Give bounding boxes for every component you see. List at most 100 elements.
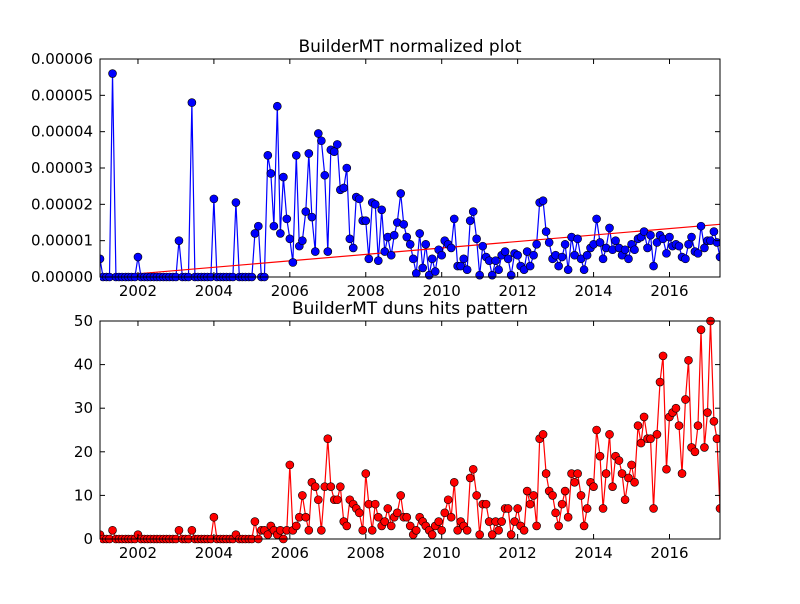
data-point (332, 140, 342, 149)
data-point (411, 525, 421, 535)
y-tick-label: 30 (74, 399, 93, 417)
data-point (361, 216, 371, 225)
data-point (285, 234, 295, 244)
data-point (392, 508, 402, 518)
x-tick-label: 2002 (119, 544, 157, 562)
x-tick-label: 2010 (423, 282, 461, 300)
data-point (700, 443, 709, 452)
data-point (573, 469, 582, 478)
data-point (437, 525, 447, 535)
x-tick-label: 2012 (499, 282, 537, 300)
data-point (373, 256, 383, 265)
data-point (624, 254, 633, 264)
data-point (538, 196, 548, 205)
data-point (582, 250, 592, 260)
data-point (658, 351, 668, 361)
data-point (503, 504, 513, 513)
data-point (465, 473, 475, 483)
data-point (693, 249, 703, 258)
data-point (279, 172, 288, 182)
data-point (459, 254, 469, 264)
data-point (582, 504, 592, 513)
data-point (133, 252, 143, 262)
data-point (684, 240, 693, 249)
data-point (554, 521, 563, 531)
y-tick-label: 10 (74, 486, 93, 504)
data-point (389, 230, 399, 240)
data-point (304, 149, 314, 158)
y-tick-label: 0.00004 (31, 123, 93, 141)
data-point (307, 212, 317, 222)
data-point (541, 227, 551, 236)
data-point (266, 169, 276, 178)
data-point (715, 252, 720, 262)
data-point (503, 254, 513, 264)
data-point (709, 416, 719, 426)
data-point (462, 265, 472, 275)
chart-title: BuilderMT normalized plot (298, 37, 521, 57)
data-point (108, 69, 117, 78)
data-point (522, 486, 532, 496)
data-point (370, 499, 380, 509)
data-point (402, 232, 412, 242)
y-tick-label: 0 (83, 530, 93, 548)
y-tick-label: 0.00006 (31, 50, 93, 68)
data-point (557, 252, 567, 262)
data-point (608, 482, 617, 491)
x-tick-label: 2012 (499, 544, 537, 562)
data-point (396, 491, 405, 500)
data-point (639, 227, 649, 236)
data-point (301, 207, 311, 216)
data-point (595, 238, 605, 247)
data-point (601, 469, 611, 478)
data-point (687, 232, 696, 242)
data-point (383, 504, 393, 513)
data-point (317, 525, 326, 535)
data-point (342, 521, 352, 531)
data-point (373, 512, 383, 522)
data-point (696, 221, 706, 231)
data-point (475, 530, 484, 539)
data-point (595, 451, 605, 461)
data-point (298, 236, 307, 245)
data-point (652, 430, 662, 439)
data-point (611, 236, 620, 245)
x-tick-label: 2002 (119, 282, 157, 300)
data-point (579, 265, 589, 275)
data-point (579, 521, 589, 531)
data-point (405, 521, 415, 531)
y-tick-label: 0.00005 (31, 86, 93, 104)
data-point (620, 245, 630, 255)
data-point (209, 512, 219, 522)
data-point (345, 234, 355, 244)
data-point (377, 205, 387, 215)
data-point (532, 240, 541, 249)
data-point (497, 517, 506, 526)
data-point (529, 491, 538, 500)
x-tick-label: 2004 (195, 544, 233, 562)
data-point (633, 421, 643, 430)
data-point (548, 491, 557, 500)
data-point (703, 408, 712, 417)
data-point (449, 478, 459, 487)
data-point (301, 512, 311, 522)
data-point (285, 460, 295, 470)
y-tick-label: 50 (74, 312, 93, 330)
data-point (386, 521, 396, 531)
data-point (174, 236, 184, 245)
data-point (681, 254, 690, 264)
data-point (282, 214, 292, 224)
data-point (462, 525, 472, 535)
data-point (573, 234, 582, 244)
data-point (339, 183, 349, 193)
data-point (605, 223, 614, 233)
data-point (662, 464, 671, 474)
data-point (380, 517, 390, 526)
data-point (690, 447, 700, 457)
data-point (693, 421, 703, 430)
data-point (453, 525, 462, 535)
data-point (250, 517, 260, 526)
x-tick-label: 2006 (271, 544, 309, 562)
data-point (646, 230, 655, 240)
x-tick-label: 2010 (423, 544, 461, 562)
